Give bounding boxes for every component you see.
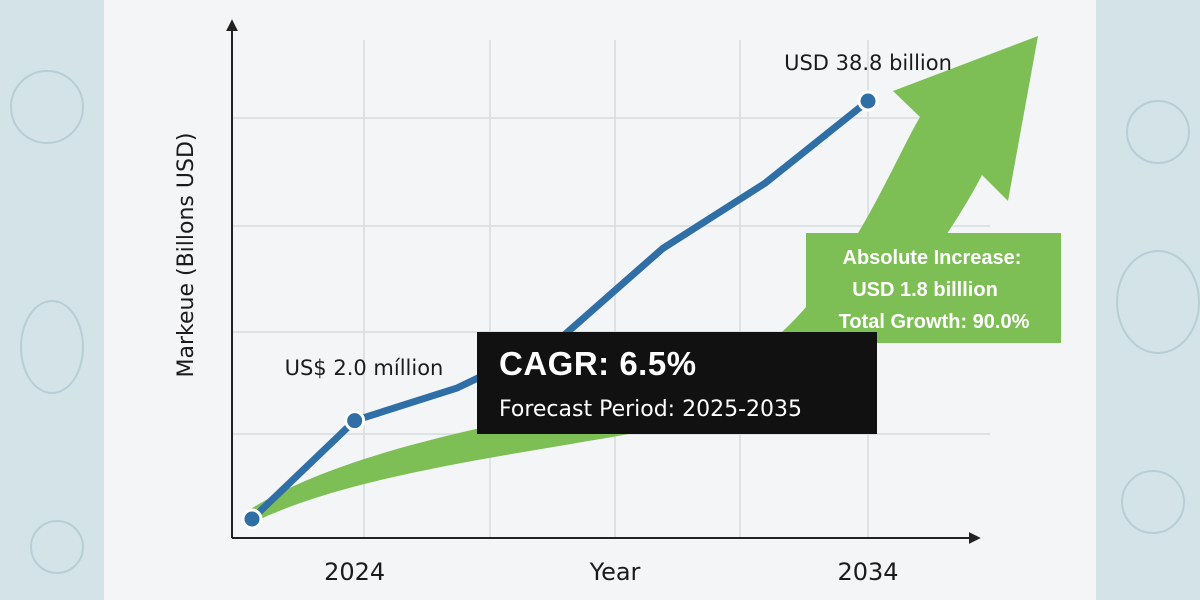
cagr-callout: CAGR: 6.5% Forecast Period: 2025-2035: [477, 332, 877, 434]
decorative-doodle-icon: [30, 520, 84, 574]
decorative-doodle-icon: [20, 300, 84, 394]
x-tick-labels: 2024 2034: [324, 558, 898, 586]
series-points: [241, 90, 879, 530]
cagr-title: CAGR: 6.5%: [499, 345, 697, 382]
x-tick-label: 2024: [324, 558, 385, 586]
x-axis-label: Year: [589, 558, 641, 586]
absolute-increase-value: USD 1.8 billlion: [852, 279, 998, 301]
decorative-doodle-icon: [1116, 250, 1200, 354]
start-value-annotation: US$ 2.0 míllion: [285, 356, 444, 380]
x-tick-label: 2034: [837, 558, 898, 586]
right-decorative-panel: [1096, 0, 1200, 600]
data-point: [241, 508, 263, 530]
y-axis-label: Markeue (Billons USD): [174, 133, 199, 378]
left-decorative-panel: [0, 0, 104, 600]
series-line: [248, 97, 872, 523]
decorative-doodle-icon: [1126, 100, 1190, 164]
decorative-doodle-icon: [10, 70, 84, 144]
data-point: [857, 90, 879, 112]
decorative-doodle-icon: [1121, 470, 1185, 534]
growth-summary-box: [806, 233, 1061, 343]
data-point: [344, 410, 366, 432]
absolute-increase-label: Absolute Increase:: [843, 247, 1022, 269]
forecast-period: Forecast Period: 2025-2035: [499, 397, 803, 422]
total-growth-text: Total Growth: 90.0%: [839, 311, 1030, 333]
end-value-annotation: USD 38.8 billion: [784, 51, 952, 75]
